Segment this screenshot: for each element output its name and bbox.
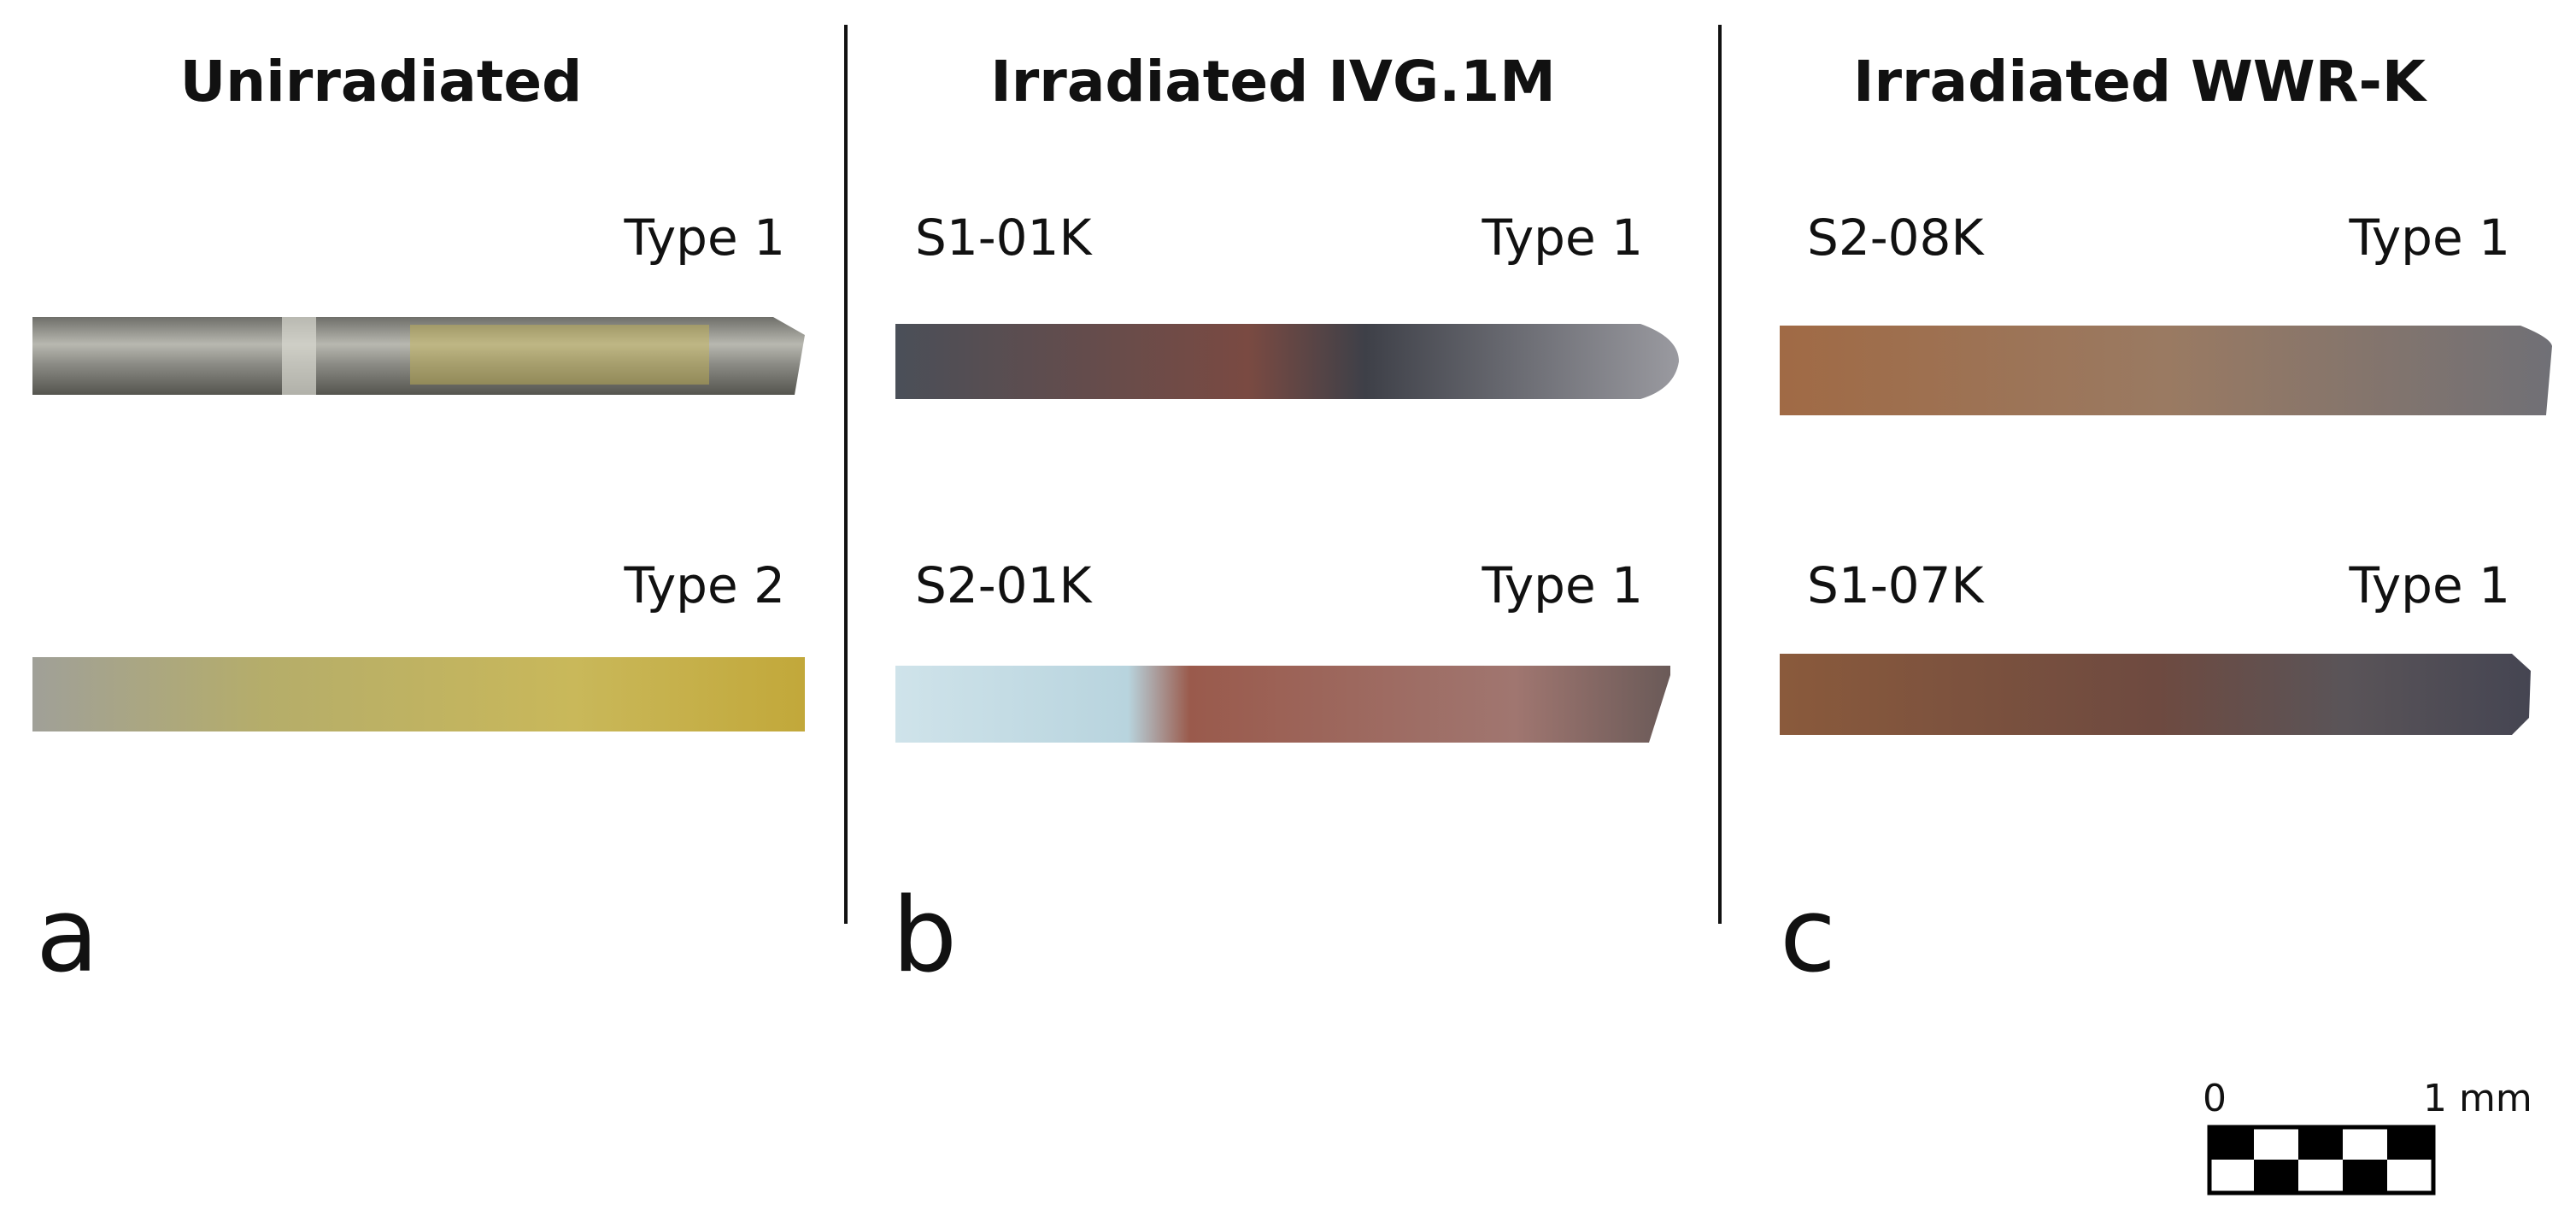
- sample-id: S2-08K: [1807, 209, 1985, 267]
- scale-cell: [2343, 1160, 2387, 1193]
- sample-type: Type 1: [2348, 209, 2510, 267]
- sample-rod: [1780, 326, 2552, 415]
- sample-rod: [895, 666, 1670, 743]
- panel-letter: b: [892, 877, 957, 996]
- panel-letter: c: [1780, 877, 1836, 996]
- sample-rod: [895, 324, 1679, 399]
- rod-joint: [282, 317, 316, 395]
- rod-deposit: [410, 325, 709, 385]
- panel-title: Unirradiated: [180, 49, 583, 115]
- sample-rod: [1780, 654, 2531, 735]
- panel-letter: a: [36, 877, 99, 996]
- scale-end: 1 mm: [2423, 1077, 2532, 1120]
- sample-type: Type 1: [623, 209, 785, 267]
- sample-rod: [32, 657, 805, 731]
- panel-title: Irradiated IVG.1M: [990, 49, 1556, 115]
- scale-cell: [2387, 1127, 2433, 1160]
- panel-title: Irradiated WWR-K: [1853, 49, 2428, 115]
- scale-cell: [2298, 1127, 2343, 1160]
- scale-cell: [2254, 1160, 2298, 1193]
- scale-cell: [2209, 1127, 2254, 1160]
- sample-id: S2-01K: [915, 556, 1093, 614]
- sample-type: Type 1: [1481, 209, 1643, 267]
- sample-id: S1-07K: [1807, 556, 1985, 614]
- sample-type: Type 1: [1481, 556, 1643, 614]
- sample-type: Type 1: [2348, 556, 2510, 614]
- scale-bar: 0 1 mm: [2203, 1077, 2532, 1196]
- scale-start: 0: [2203, 1077, 2227, 1120]
- sample-id: S1-01K: [915, 209, 1093, 267]
- sample-type: Type 2: [623, 556, 785, 614]
- sample-rod: [32, 317, 805, 395]
